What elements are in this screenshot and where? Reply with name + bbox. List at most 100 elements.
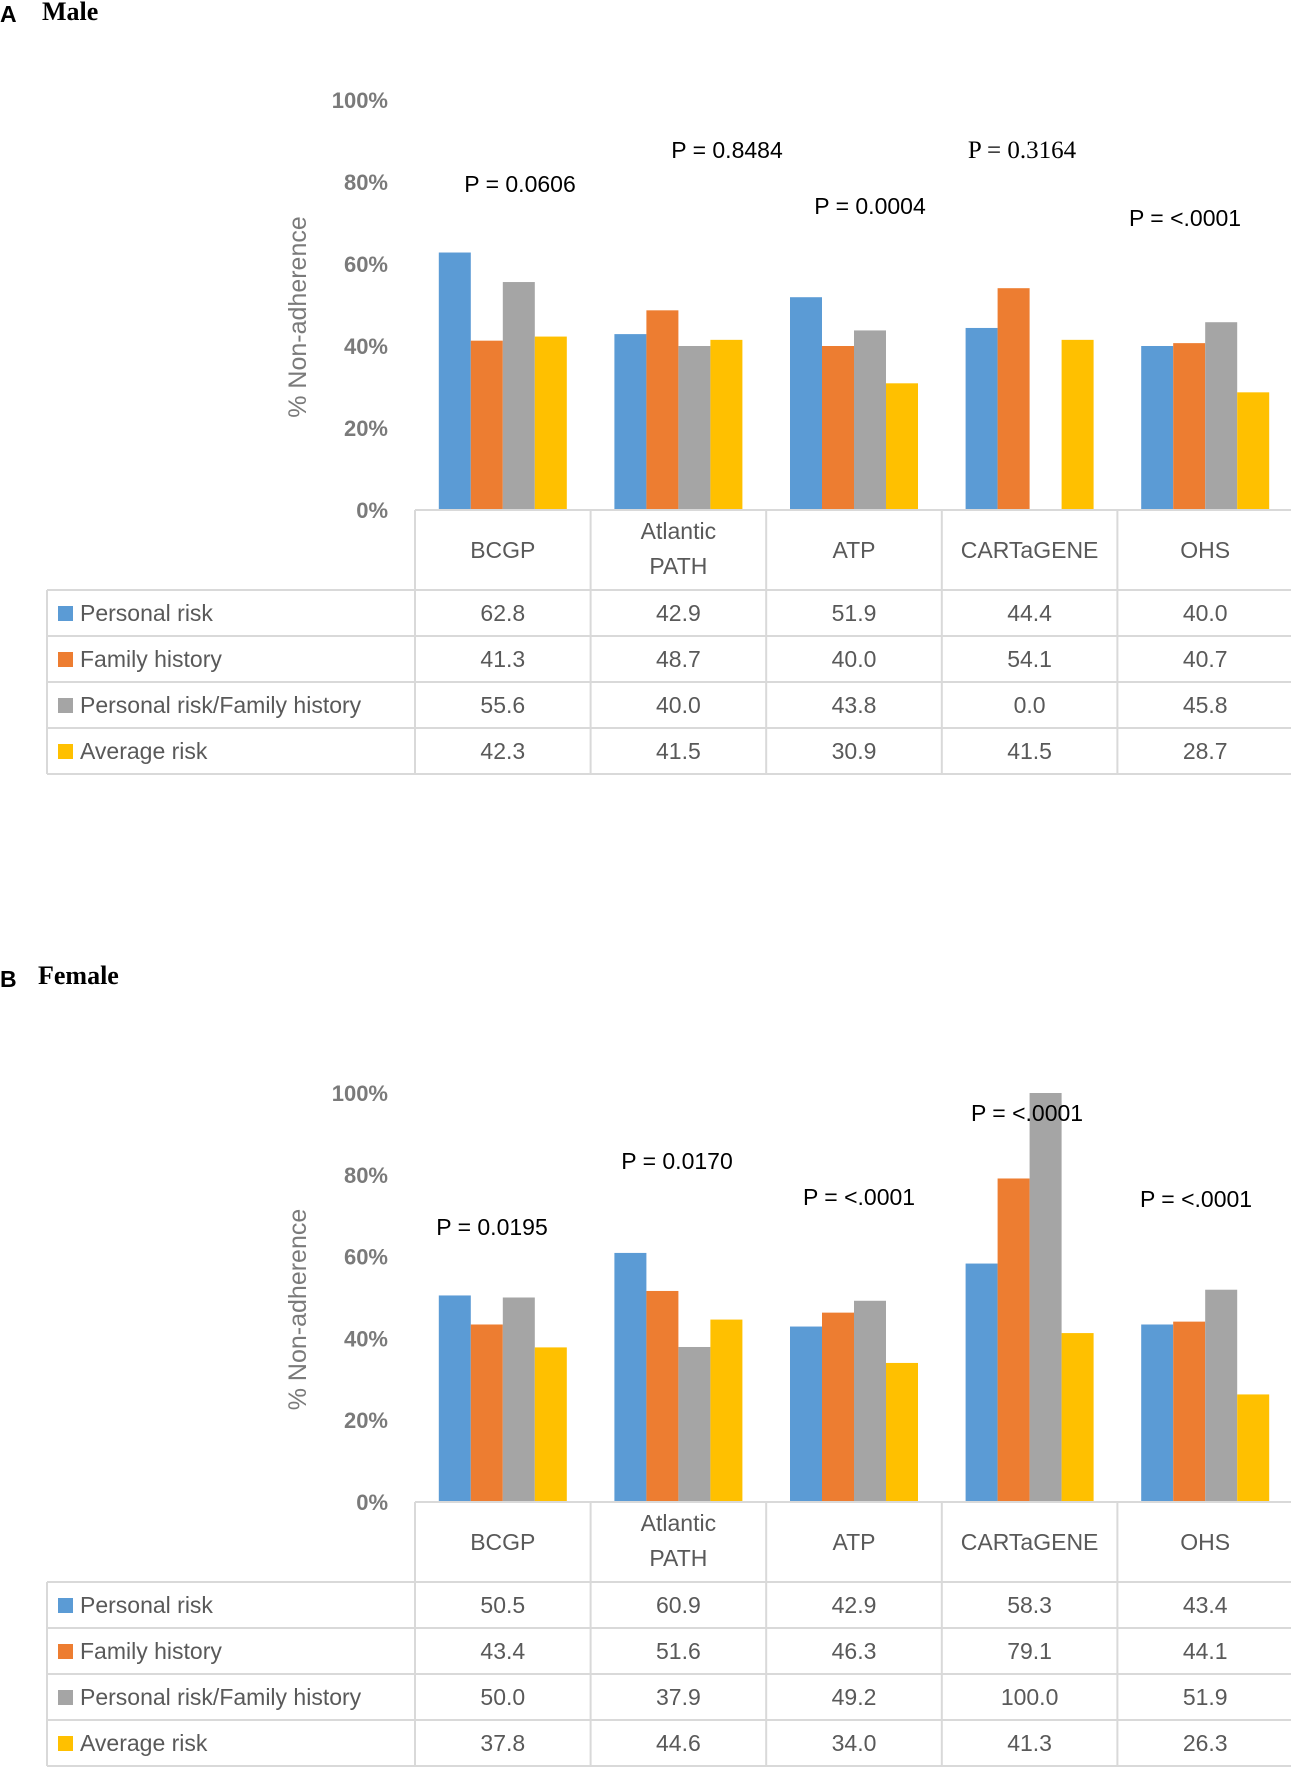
table-cell: 50.0 [480,1684,525,1710]
p-value-label: P = <.0001 [971,1100,1083,1126]
panel-letter: B [0,966,17,992]
bar [997,288,1030,510]
bar [534,1347,567,1502]
category-label: OHS [1180,537,1230,563]
table-cell: 30.9 [832,738,877,764]
table-cell: 58.3 [1007,1592,1052,1618]
legend-swatch [58,1598,73,1613]
bar [886,383,918,510]
category-label: CARTaGENE [961,537,1099,563]
p-value-label: P = 0.0195 [436,1214,548,1240]
legend-swatch [58,698,73,713]
bar [1237,1394,1270,1502]
table-cell: 43.4 [1183,1592,1228,1618]
y-tick-label: 80% [344,170,388,195]
legend-swatch [58,1690,73,1705]
bar [502,1297,535,1502]
category-label: BCGP [470,537,535,563]
p-value-label: P = 0.8484 [671,137,783,163]
bar [965,1263,998,1502]
y-tick-label: 100% [332,1081,388,1106]
table-cell: 26.3 [1183,1730,1228,1756]
bar [790,1326,822,1502]
bar [1205,322,1238,510]
legend-label: Personal risk/Family history [80,1684,362,1710]
y-tick-label: 60% [344,1245,388,1270]
table-cell: 43.8 [832,692,877,718]
table-cell: 42.3 [480,738,525,764]
table-cell: 60.9 [656,1592,701,1618]
table-cell: 42.9 [656,600,701,626]
y-tick-label: 0% [356,1490,388,1515]
table-cell: 50.5 [480,1592,525,1618]
bar [1141,1324,1174,1502]
table-cell: 51.6 [656,1638,701,1664]
legend-label: Personal risk [80,600,213,626]
table-cell: 40.0 [1183,600,1228,626]
bar [965,327,998,510]
legend-swatch [58,744,73,759]
table-cell: 40.7 [1183,646,1228,672]
bar [470,340,503,510]
bar [614,334,647,510]
y-tick-label: 40% [344,1326,388,1351]
bar [646,1290,679,1502]
category-label: PATH [649,1545,707,1571]
table-cell: 0.0 [1014,692,1046,718]
bar [822,1312,854,1502]
table-cell: 51.9 [832,600,877,626]
y-tick-label: 0% [356,498,388,523]
y-axis-label: % Non-adherence [284,1209,312,1411]
p-value-label: P = 0.3164 [968,137,1077,164]
bar [886,1362,918,1502]
panel-a: A Male 0% 20% 40% 60% 80% 100% % Non-adherence P … [0,0,1291,775]
bar [646,310,679,510]
bar [854,330,886,510]
legend-label: Average risk [80,738,208,764]
y-tick-label: 40% [344,334,388,359]
legend-label: Personal risk [80,1592,213,1618]
bar [1061,339,1094,510]
bar [678,346,711,510]
table-cell: 34.0 [832,1730,877,1756]
category-label: ATP [832,537,875,563]
table-cell: 42.9 [832,1592,877,1618]
bar [854,1300,886,1502]
p-value-label: P = 0.0606 [464,171,576,197]
table-cell: 45.8 [1183,692,1228,718]
table-cell: 51.9 [1183,1684,1228,1710]
category-label: Atlantic [641,1510,716,1536]
bar [678,1346,711,1502]
bar [1173,343,1206,510]
panel-title: Female [38,961,119,990]
table-cell: 44.6 [656,1730,701,1756]
table-cell: 40.0 [832,646,877,672]
panel-title: Male [42,0,98,26]
bar [438,252,471,510]
p-value-label: P = 0.0004 [814,193,926,219]
category-label: PATH [649,553,707,579]
table-cell: 41.5 [656,738,701,764]
table-cell: 62.8 [480,600,525,626]
legend-label: Average risk [80,1730,208,1756]
y-tick-label: 20% [344,1408,388,1433]
bar [1141,346,1174,510]
legend-label: Personal risk/Family history [80,692,362,718]
bar [790,297,822,510]
p-value-label: P = 0.0170 [621,1148,733,1174]
table-cell: 28.7 [1183,738,1228,764]
bar [1173,1321,1206,1502]
table-cell: 41.5 [1007,738,1052,764]
y-tick-label: 100% [332,88,388,113]
table-cell: 54.1 [1007,646,1052,672]
bar [534,336,567,510]
bar [502,282,535,510]
table-cell: 41.3 [480,646,525,672]
legend-swatch [58,1736,73,1751]
legend-label: Family history [80,1638,222,1664]
table-cell: 40.0 [656,692,701,718]
bar [997,1178,1030,1502]
y-tick-label: 60% [344,252,388,277]
legend-swatch [58,606,73,621]
